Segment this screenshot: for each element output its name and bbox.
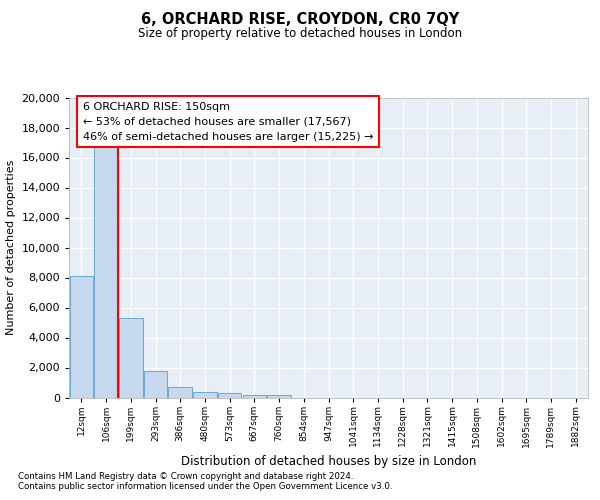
X-axis label: Distribution of detached houses by size in London: Distribution of detached houses by size …	[181, 455, 476, 468]
Text: 6 ORCHARD RISE: 150sqm
← 53% of detached houses are smaller (17,567)
46% of semi: 6 ORCHARD RISE: 150sqm ← 53% of detached…	[83, 102, 373, 142]
Text: Contains HM Land Registry data © Crown copyright and database right 2024.: Contains HM Land Registry data © Crown c…	[18, 472, 353, 481]
Bar	[119, 318, 143, 398]
Text: 6, ORCHARD RISE, CROYDON, CR0 7QY: 6, ORCHARD RISE, CROYDON, CR0 7QY	[141, 12, 459, 28]
Y-axis label: Number of detached properties: Number of detached properties	[6, 160, 16, 335]
Bar	[144, 371, 167, 398]
Bar	[268, 395, 291, 398]
Text: Contains public sector information licensed under the Open Government Licence v3: Contains public sector information licen…	[18, 482, 392, 491]
Bar	[193, 392, 217, 398]
Bar	[94, 147, 118, 398]
Text: Size of property relative to detached houses in London: Size of property relative to detached ho…	[138, 28, 462, 40]
Bar	[218, 394, 241, 398]
Bar	[169, 388, 192, 398]
Bar	[242, 394, 266, 398]
Bar	[70, 276, 93, 398]
